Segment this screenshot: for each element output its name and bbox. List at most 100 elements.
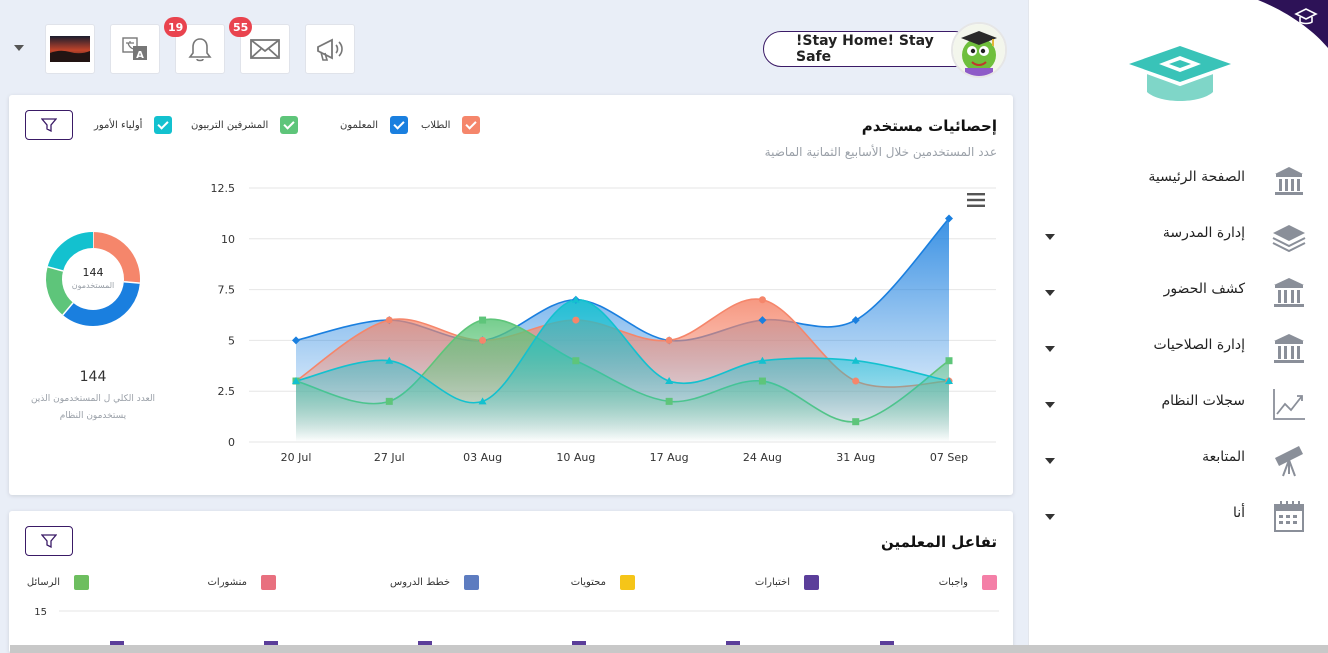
sidebar-item-label: إدارة الصلاحيات <box>1153 337 1245 353</box>
checkbox-checked-icon[interactable] <box>280 116 299 134</box>
data-point <box>572 357 580 365</box>
total-users-label: العدد الكلي ل المستخدمون الذين يستخدمون … <box>30 394 156 421</box>
legend-item-parents[interactable]: أولياء الأمور <box>94 115 173 135</box>
data-point <box>852 418 860 426</box>
menu-icon[interactable] <box>967 193 985 207</box>
sidebar-item-label: إدارة المدرسة <box>1162 225 1245 241</box>
school-logo <box>1129 46 1231 101</box>
y-tick-label: 5 <box>228 334 235 347</box>
data-point <box>479 316 487 324</box>
sidebar-item-home[interactable]: الصفحة الرئيسية <box>1029 154 1328 210</box>
y-tick-label: 10 <box>221 233 235 246</box>
sidebar-item-label: الصفحة الرئيسية <box>1148 169 1245 185</box>
user-stats-card: إحصائيات مستخدم عدد المستخدمين خلال الأس… <box>9 95 1013 495</box>
translate-button[interactable]: A <box>110 24 160 74</box>
legend-item-contents[interactable]: محتويات <box>571 575 635 590</box>
data-point <box>479 336 487 344</box>
donut-slice[interactable] <box>47 232 94 272</box>
users-donut-chart: 144 المستخدمون <box>43 229 143 329</box>
x-tick-label: 24 Aug <box>743 451 782 464</box>
wallpaper-button[interactable] <box>45 24 95 74</box>
line-chart-icon <box>1273 389 1305 420</box>
sidebar: الصفحة الرئيسية إدارة المدرسة كشف الحضور <box>1028 0 1328 653</box>
data-point <box>571 295 580 303</box>
checkbox-checked-icon[interactable] <box>154 116 173 134</box>
y-tick-label: 0 <box>228 436 235 449</box>
envelope-icon <box>250 39 280 59</box>
donut-svg <box>46 232 140 326</box>
telescope-icon <box>1275 446 1303 477</box>
chevron-down-icon[interactable] <box>1045 402 1055 408</box>
chevron-down-icon[interactable] <box>1045 290 1055 296</box>
data-point <box>292 377 300 385</box>
x-tick-label: 27 Jul <box>374 451 405 464</box>
sidebar-item-system-logs[interactable]: سجلات النظام <box>1029 378 1328 434</box>
data-point <box>385 356 394 364</box>
users-area-chart: 0 2.5 5 7.5 10 12.5 20 Jul 27 Jul 03 Aug 10 Aug 17… <box>211 182 996 464</box>
data-point <box>665 336 673 344</box>
legend-item-posts[interactable]: منشورات <box>208 575 276 590</box>
donut-slice[interactable] <box>62 281 140 326</box>
data-point <box>665 377 674 385</box>
x-tick-label: 07 Sep <box>930 451 968 464</box>
chevron-down-icon[interactable] <box>1045 234 1055 240</box>
x-tick-label: 03 Aug <box>463 451 502 464</box>
legend-item-students[interactable]: الطلاب <box>421 115 481 135</box>
donut-slice[interactable] <box>46 266 74 316</box>
sidebar-item-label: أنا <box>1232 505 1245 521</box>
data-point <box>665 397 673 405</box>
announcements-button[interactable] <box>305 24 355 74</box>
data-point <box>385 316 393 324</box>
legend-item-messages[interactable]: الرسائل <box>27 575 89 590</box>
legend-item-teachers[interactable]: المعلمون <box>340 115 409 135</box>
x-tick-label: 10 Aug <box>556 451 595 464</box>
sidebar-item-label: المتابعة <box>1202 449 1245 465</box>
avatar[interactable] <box>951 22 1007 78</box>
data-point <box>852 377 860 385</box>
slogan-pill: !Stay Home! Stay Safe <box>763 31 973 67</box>
y-tick-label: 2.5 <box>218 385 236 398</box>
y-tick-label: 15 <box>34 607 47 618</box>
checkbox-checked-icon[interactable] <box>390 116 409 134</box>
donut-slice[interactable] <box>92 232 140 284</box>
sidebar-item-permissions[interactable]: إدارة الصلاحيات <box>1029 322 1328 378</box>
brand-corner-icon <box>1258 0 1328 48</box>
legend-item-homework[interactable]: واجبات <box>939 575 997 590</box>
filter-button[interactable] <box>25 110 73 140</box>
data-point <box>758 316 767 325</box>
legend-item-exams[interactable]: اختبارات <box>755 575 819 590</box>
legend-item-supervisors[interactable]: المشرفين التربيون <box>191 115 299 135</box>
notifications-button[interactable]: 19 <box>164 17 225 74</box>
card-title: تفاعل المعلمين <box>880 533 997 551</box>
filter-icon <box>41 534 57 548</box>
chevron-down-icon[interactable] <box>14 45 24 51</box>
messages-button[interactable]: 55 <box>229 17 290 74</box>
horizontal-scrollbar[interactable] <box>10 645 1328 653</box>
messages-badge: 55 <box>229 17 253 37</box>
chevron-down-icon[interactable] <box>1045 346 1055 352</box>
chevron-down-icon[interactable] <box>1045 458 1055 464</box>
total-users-value: 144 <box>79 369 107 385</box>
donut-center-label: المستخدمون <box>71 281 115 290</box>
sidebar-item-school-management[interactable]: إدارة المدرسة <box>1029 210 1328 266</box>
top-header: A 19 55 !Stay Home! Stay Safe <box>0 0 1028 92</box>
teacher-interaction-card: تفاعل المعلمين واجبات اختبارات محتويات خ… <box>9 511 1013 653</box>
donut-separator <box>123 280 140 284</box>
building-columns-icon <box>1274 278 1304 307</box>
legend-item-lesson-plans[interactable]: خطط الدروس <box>390 575 479 590</box>
x-tick-label: 31 Aug <box>836 451 875 464</box>
data-point <box>758 356 767 364</box>
y-tick-label: 7.5 <box>218 284 236 297</box>
chevron-down-icon[interactable] <box>1045 514 1055 520</box>
donut-center-value: 144 <box>82 266 104 279</box>
x-tick-label: 20 Jul <box>281 451 312 464</box>
checkbox-checked-icon[interactable] <box>462 116 481 134</box>
sidebar-item-attendance[interactable]: كشف الحضور <box>1029 266 1328 322</box>
data-point <box>478 397 487 405</box>
megaphone-icon <box>317 38 343 61</box>
donut-separator <box>47 266 64 272</box>
filter-button[interactable] <box>25 526 73 556</box>
sidebar-item-me[interactable]: أنا <box>1029 490 1328 546</box>
sidebar-item-follow-up[interactable]: المتابعة <box>1029 434 1328 490</box>
series-line <box>295 298 950 404</box>
